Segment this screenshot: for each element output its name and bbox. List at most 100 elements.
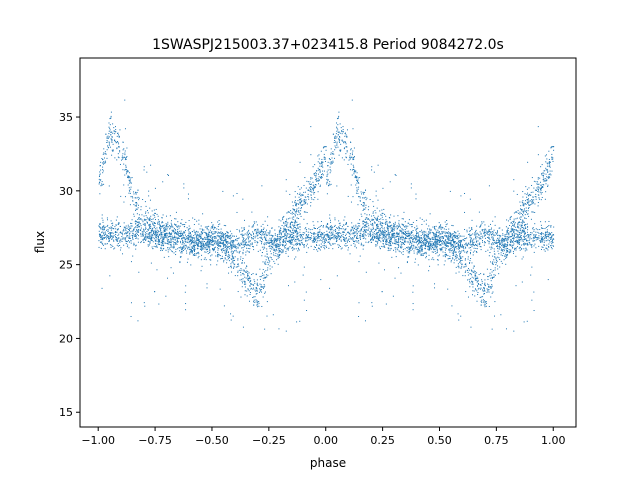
data-point xyxy=(299,226,301,228)
data-point xyxy=(315,173,317,175)
data-point xyxy=(115,237,117,239)
data-point xyxy=(308,239,310,241)
data-point xyxy=(362,235,364,237)
data-point xyxy=(545,247,547,249)
data-point xyxy=(341,234,343,236)
data-point xyxy=(310,183,312,185)
data-point xyxy=(441,233,443,235)
data-point xyxy=(314,174,316,176)
data-point xyxy=(146,210,148,212)
data-point xyxy=(232,258,234,260)
data-point xyxy=(430,240,432,242)
data-point xyxy=(298,235,300,237)
data-point xyxy=(540,239,542,241)
data-point xyxy=(134,236,136,238)
data-point xyxy=(135,205,137,207)
data-point xyxy=(417,232,419,234)
data-point xyxy=(315,175,317,177)
data-point xyxy=(212,250,214,252)
data-point xyxy=(259,249,261,251)
data-point xyxy=(529,233,531,235)
data-point xyxy=(354,176,356,178)
data-point xyxy=(217,233,219,235)
data-point xyxy=(362,234,364,236)
data-point xyxy=(419,237,421,239)
data-point xyxy=(446,235,448,237)
data-point xyxy=(111,244,113,246)
data-point xyxy=(208,241,210,243)
data-point xyxy=(425,245,427,247)
data-point xyxy=(532,211,534,213)
data-point xyxy=(228,235,230,237)
data-point xyxy=(465,291,467,293)
data-point xyxy=(217,256,219,258)
data-point xyxy=(306,237,308,239)
data-point xyxy=(355,176,357,178)
data-point xyxy=(377,224,379,226)
data-point xyxy=(291,201,293,203)
data-point xyxy=(521,210,523,212)
data-point xyxy=(411,224,413,226)
data-point xyxy=(296,221,298,223)
data-point xyxy=(242,253,244,255)
data-point xyxy=(535,196,537,198)
data-point xyxy=(191,240,193,242)
data-point xyxy=(126,171,128,173)
data-point xyxy=(457,236,458,238)
data-point xyxy=(507,239,509,241)
data-point xyxy=(103,229,105,231)
data-point xyxy=(105,243,107,245)
data-point xyxy=(328,158,330,159)
data-point xyxy=(244,282,246,284)
data-point xyxy=(330,225,332,227)
data-point xyxy=(493,239,495,241)
data-point xyxy=(140,223,142,225)
data-point xyxy=(112,123,114,125)
data-point xyxy=(212,236,214,238)
data-point xyxy=(120,195,122,197)
data-point xyxy=(362,202,364,204)
data-point xyxy=(241,280,243,282)
data-point xyxy=(296,204,298,206)
data-point xyxy=(531,266,533,268)
data-point xyxy=(114,133,116,135)
data-point xyxy=(163,247,165,249)
data-point xyxy=(206,287,208,289)
data-point xyxy=(414,241,416,243)
data-point xyxy=(432,237,434,239)
data-point xyxy=(355,224,357,226)
data-point xyxy=(157,215,159,217)
data-point xyxy=(546,179,548,181)
data-point xyxy=(219,246,221,248)
data-point xyxy=(414,237,416,239)
data-point xyxy=(405,236,407,238)
data-point xyxy=(220,235,222,237)
data-point xyxy=(489,274,491,276)
data-point xyxy=(453,239,455,241)
data-point xyxy=(132,200,134,202)
data-point xyxy=(152,229,154,231)
data-point xyxy=(298,196,300,198)
data-point xyxy=(161,217,163,219)
data-point xyxy=(366,221,368,223)
data-point xyxy=(164,228,166,230)
data-point xyxy=(353,166,355,168)
data-point xyxy=(378,231,380,233)
data-point xyxy=(266,301,268,303)
data-point xyxy=(317,183,319,185)
data-point xyxy=(101,217,103,219)
data-point xyxy=(283,240,285,242)
data-point xyxy=(498,239,500,241)
data-point xyxy=(510,242,512,244)
data-point xyxy=(230,248,232,250)
data-point xyxy=(109,146,111,148)
data-point xyxy=(519,213,521,215)
data-point xyxy=(150,231,152,233)
data-point xyxy=(300,237,302,239)
data-point xyxy=(176,226,178,228)
data-point xyxy=(300,195,302,197)
data-point xyxy=(200,270,202,272)
data-point xyxy=(185,221,187,223)
data-point xyxy=(188,234,190,236)
data-point xyxy=(125,232,127,234)
